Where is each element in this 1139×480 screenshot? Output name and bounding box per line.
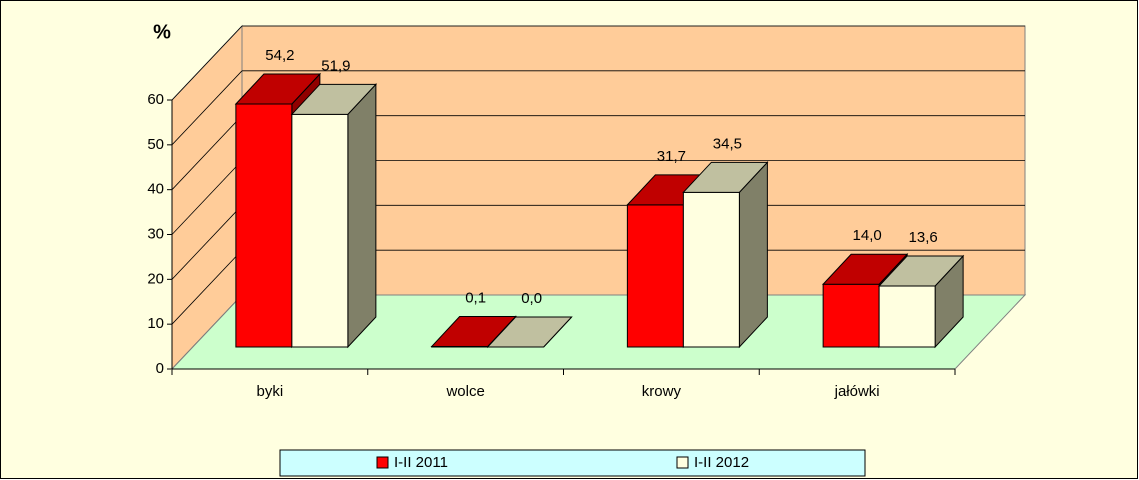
data-label: 0,1 <box>465 290 486 307</box>
y-tick-label: 60 <box>147 91 164 108</box>
data-label: 51,9 <box>321 57 350 74</box>
data-label: 54,2 <box>265 47 294 64</box>
legend-swatch <box>376 456 389 469</box>
y-tick-label: 40 <box>147 181 164 198</box>
bar-front <box>626 204 684 348</box>
bar-side <box>738 161 768 349</box>
bar-front <box>291 113 349 348</box>
bar-top <box>290 83 378 115</box>
legend-label: I-II 2011 <box>394 454 448 471</box>
bar-top <box>682 161 769 193</box>
data-label: 31,7 <box>657 148 686 165</box>
x-tick-label: wolce <box>445 383 484 400</box>
x-tick-label: jałówki <box>834 383 880 400</box>
data-label: 34,5 <box>713 135 742 152</box>
y-tick-label: 10 <box>147 315 164 332</box>
grid-line <box>171 115 243 190</box>
x-tick-label: krowy <box>642 383 682 400</box>
grid-line <box>171 249 243 325</box>
legend-swatch <box>676 456 689 469</box>
bar <box>486 316 573 348</box>
bar <box>682 161 769 349</box>
legend-label: I-II 2012 <box>694 454 749 471</box>
bar <box>877 254 965 349</box>
y-tick-label: 20 <box>147 270 164 287</box>
bar-top <box>234 73 322 105</box>
grid-line <box>171 160 243 235</box>
y-tick-label: 50 <box>147 136 164 153</box>
grid-line <box>171 70 243 146</box>
bar-top <box>486 316 573 348</box>
data-label: 13,6 <box>909 229 938 246</box>
data-label: 14,0 <box>853 227 882 244</box>
bar-top <box>877 255 965 287</box>
legend: I-II 2011 I-II 2012 <box>279 449 866 477</box>
y-tick-label: 30 <box>147 225 164 242</box>
bar-front <box>235 103 293 348</box>
data-label: 0,0 <box>521 290 542 307</box>
bar-front <box>682 191 740 348</box>
plot-area: 0 10 20 30 40 50 60 byki 54,2 51,9 wolce 0,1 0,0 krow… <box>147 24 1027 400</box>
bar <box>821 252 909 349</box>
bar-top <box>821 253 909 285</box>
bar-front <box>878 285 936 348</box>
legend-box <box>279 449 866 477</box>
grid-line <box>171 205 243 280</box>
bar-front <box>822 283 880 348</box>
grid-line <box>171 25 243 101</box>
bar-side <box>347 83 377 349</box>
x-tick-label: byki <box>257 383 284 400</box>
y-axis-label: % <box>153 21 171 43</box>
y-tick-label: 0 <box>156 360 164 377</box>
bar <box>290 83 378 349</box>
